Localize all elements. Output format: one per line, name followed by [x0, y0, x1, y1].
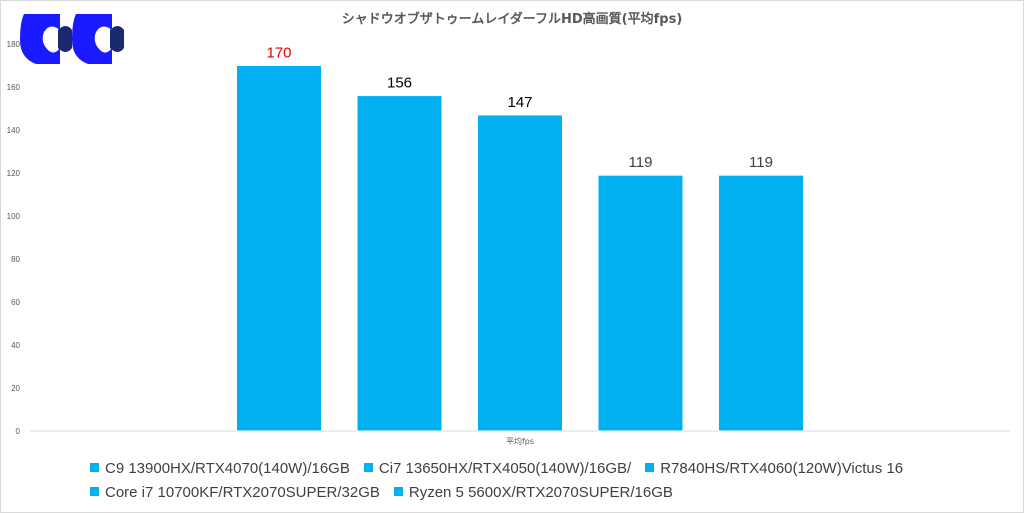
y-tick-label: 0: [16, 427, 21, 436]
y-tick-label: 160: [7, 83, 21, 92]
data-label: 147: [507, 94, 532, 111]
legend: C9 13900HX/RTX4070(140W)/16GB Ci7 13650HX…: [90, 460, 970, 508]
legend-item: Ci7 13650HX/RTX4050(140W)/16GB/: [363, 460, 632, 477]
bar: [356, 95, 443, 432]
legend-label: Core i7 10700KF/RTX2070SUPER/32GB: [105, 484, 380, 501]
bar: [718, 174, 804, 432]
y-tick-label: 140: [7, 126, 21, 135]
legend-item: C9 13900HX/RTX4070(140W)/16GB: [90, 460, 350, 477]
y-tick-label: 80: [11, 255, 20, 264]
x-category-label: 平均fps: [506, 436, 534, 446]
legend-label: C9 13900HX/RTX4070(140W)/16GB: [105, 460, 350, 477]
bar: [597, 174, 684, 432]
y-tick-label: 120: [7, 169, 21, 178]
legend-label: Ci7 13650HX/RTX4050(140W)/16GB/: [378, 460, 632, 477]
legend-label: R7840HS/RTX4060(120W)Victus 16: [660, 460, 904, 477]
legend-swatch: [90, 487, 99, 496]
legend-swatch: [645, 463, 655, 472]
data-label: 119: [749, 154, 773, 171]
data-label: 156: [387, 75, 412, 92]
bar: [477, 114, 563, 432]
legend-swatch: [363, 463, 373, 472]
legend-item: R7840HS/RTX4060(120W)Victus 16: [645, 460, 903, 477]
data-label: 170: [266, 45, 291, 62]
legend-item: Core i7 10700KF/RTX2070SUPER/32GB: [90, 484, 380, 501]
y-tick-label: 60: [11, 298, 20, 307]
legend-label: Ryzen 5 5600X/RTX2070SUPER/16GB: [408, 484, 673, 501]
legend-row: Core i7 10700KF/RTX2070SUPER/32GB Ryzen 5…: [90, 484, 970, 508]
y-tick-label: 20: [11, 384, 20, 393]
data-labels-group: 170 156 147 119 119: [266, 45, 772, 172]
bars-group: [236, 65, 804, 432]
data-label: 119: [629, 154, 653, 171]
legend-row: C9 13900HX/RTX4070(140W)/16GB Ci7 13650HX…: [90, 460, 970, 484]
y-tick-label: 100: [7, 212, 21, 221]
legend-swatch: [90, 463, 99, 472]
chart-title: シャドウオブザトゥームレイダーフルHD高画質(平均fps): [342, 11, 683, 27]
legend-item: Ryzen 5 5600X/RTX2070SUPER/16GB: [393, 484, 673, 501]
y-axis: 0 20 40 60 80 100 120 140 160 180: [7, 40, 21, 436]
legend-swatch: [393, 487, 403, 496]
y-tick-label: 40: [11, 341, 20, 350]
y-tick-label: 180: [7, 40, 21, 49]
cc-logo-icon: [20, 14, 124, 64]
bar: [236, 65, 322, 432]
